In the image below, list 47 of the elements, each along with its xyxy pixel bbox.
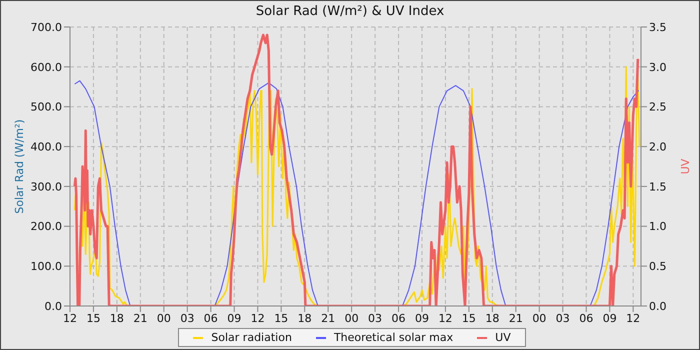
- y-tick-label: 100.0: [30, 260, 62, 274]
- y2-tick-label: 3.0: [649, 60, 666, 74]
- x-tick-label: 06: [579, 312, 594, 325]
- x-tick-label: 00: [344, 312, 359, 325]
- y2-tick-label: 2.0: [649, 140, 666, 154]
- y2-tick-label: 0.0: [649, 300, 666, 313]
- x-tick-label: 00: [532, 312, 546, 325]
- x-tick-label: 09: [602, 312, 617, 325]
- x-tick-label: 18: [110, 312, 124, 325]
- x-tick-label: 06: [204, 312, 218, 325]
- x-tick-label: 03: [180, 312, 194, 325]
- x-tick-label: 18: [298, 312, 312, 325]
- x-tick-label: 00: [156, 312, 171, 325]
- x-tick-label: 09: [227, 312, 242, 325]
- y-tick-label: 600.0: [30, 60, 62, 74]
- y2-tick-label: 3.5: [649, 20, 666, 34]
- legend-label: Solar radiation: [211, 331, 292, 344]
- y-axis-title: Solar Rad (W/m²): [12, 119, 26, 214]
- x-tick-label: 03: [368, 312, 382, 325]
- x-tick-label: 15: [274, 312, 288, 325]
- y2-tick-label: 1.0: [649, 220, 666, 234]
- x-tick-label: 12: [250, 312, 265, 325]
- x-tick-label: 06: [392, 312, 406, 325]
- y-tick-label: 200.0: [30, 220, 62, 234]
- y2-axis-title: UV: [678, 158, 692, 174]
- y-tick-label: 300.0: [30, 180, 62, 194]
- x-tick-label: 18: [485, 312, 500, 325]
- y2-tick-label: 1.5: [649, 180, 666, 194]
- y-tick-label: 400.0: [30, 140, 62, 154]
- x-tick-label: 21: [321, 312, 336, 325]
- x-tick-label: 21: [508, 312, 523, 325]
- x-tick-label: 12: [626, 312, 640, 325]
- x-tick-label: 15: [462, 312, 476, 325]
- x-tick-label: 12: [63, 312, 77, 325]
- y-tick-label: 500.0: [30, 100, 62, 114]
- legend-label: Theoretical solar max: [334, 331, 454, 344]
- x-tick-label: 03: [556, 312, 570, 325]
- x-tick-label: 09: [414, 312, 429, 325]
- x-tick-label: 15: [86, 312, 100, 325]
- x-tick-label: 12: [438, 312, 452, 325]
- x-tick-label: 21: [133, 312, 148, 325]
- chart-title: Solar Rad (W/m²) & UV Index: [254, 4, 446, 19]
- y2-tick-label: 2.5: [649, 100, 666, 114]
- y2-tick-label: 0.5: [649, 260, 666, 274]
- legend-label: UV: [495, 331, 511, 344]
- y-tick-label: 0.0: [44, 300, 62, 313]
- y-tick-label: 700.0: [30, 20, 62, 34]
